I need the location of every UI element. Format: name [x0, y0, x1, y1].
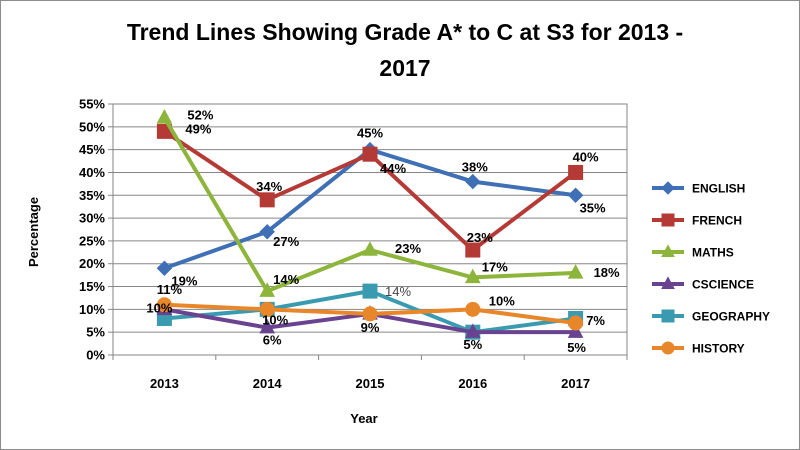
- y-tick-label: 45%: [79, 142, 105, 157]
- legend: ENGLISH FRENCH MATHS CSCIENCE GEOGRAPHY HISTO…: [652, 181, 770, 356]
- data-point-french: [465, 242, 481, 258]
- data-point-maths: [464, 268, 481, 284]
- legend-item-cscience: CSCIENCE: [652, 276, 754, 292]
- series-french: [156, 123, 584, 258]
- data-point-history: [568, 315, 584, 331]
- y-tick-label: 5%: [86, 325, 105, 340]
- data-point-history: [259, 301, 275, 317]
- data-label-geography: 10%: [262, 312, 288, 327]
- data-label-french: 44%: [380, 161, 406, 176]
- legend-marker-english: [661, 181, 675, 195]
- x-tick-label: 2013: [150, 376, 179, 391]
- data-label-history: 10%: [489, 293, 515, 308]
- data-label-cscience: 6%: [263, 333, 282, 348]
- y-tick-label: 15%: [79, 279, 105, 294]
- data-point-french: [259, 192, 275, 208]
- series-maths: [156, 108, 584, 297]
- data-point-cscience: [464, 323, 481, 338]
- data-label-english: 27%: [273, 234, 299, 249]
- data-point-english: [465, 173, 481, 190]
- y-tick-label: 55%: [79, 97, 105, 112]
- x-tick-label: 2014: [253, 376, 283, 391]
- legend-label-geography: GEOGRAPHY: [692, 310, 770, 324]
- series-layer: [156, 108, 584, 340]
- legend-item-maths: MATHS: [652, 244, 734, 260]
- data-label-english: 45%: [357, 126, 383, 141]
- data-label-cscience: 5%: [463, 337, 482, 352]
- data-point-english: [567, 187, 584, 203]
- data-label-cscience: 9%: [361, 320, 380, 335]
- legend-marker-cscience: [661, 276, 675, 289]
- y-axis-ticks: 0% 5% 10% 15% 20% 25% 30% 35% 40% 45% 50% 55%: [79, 97, 113, 363]
- data-label-maths: 23%: [395, 241, 421, 256]
- data-point-maths: [362, 241, 378, 256]
- series-history: [156, 297, 584, 331]
- legend-item-history: HISTORY: [652, 341, 745, 356]
- data-label-english: 35%: [580, 200, 606, 215]
- data-label-cscience: 10%: [146, 300, 172, 315]
- x-axis-label: Year: [350, 411, 377, 426]
- data-label-cscience: 5%: [567, 340, 586, 355]
- data-label-french: 40%: [573, 149, 599, 164]
- data-point-english: [156, 260, 173, 276]
- legend-item-french: FRENCH: [652, 213, 742, 228]
- data-point-maths: [259, 282, 276, 297]
- data-point-maths: [156, 108, 173, 124]
- chart-title-line-1: Trend Lines Showing Grade A* to C at S3 …: [127, 19, 683, 45]
- legend-marker-geography: [661, 309, 675, 323]
- legend-label-french: FRENCH: [692, 214, 742, 228]
- data-point-geography: [362, 283, 378, 299]
- y-tick-label: 30%: [79, 211, 105, 226]
- data-point-cscience: [259, 318, 276, 334]
- data-label-history: 11%: [157, 282, 183, 297]
- y-tick-label: 20%: [79, 256, 105, 271]
- data-label-french: 23%: [467, 230, 493, 245]
- data-label-maths: 18%: [594, 265, 620, 280]
- data-label-french: 49%: [185, 121, 211, 136]
- data-label-maths: 52%: [187, 108, 213, 123]
- data-label-french: 34%: [256, 179, 282, 194]
- y-tick-label: 0%: [86, 348, 105, 363]
- data-point-french: [362, 146, 378, 162]
- data-label-geography: 14%: [385, 284, 411, 299]
- y-tick-label: 50%: [79, 119, 105, 134]
- data-labels-layer: 19% 27% 45% 38% 35% 49% 34% 44% 23% 40% 52% 14% 23% 1…: [146, 108, 620, 355]
- y-axis-label: Percentage: [26, 197, 41, 267]
- data-point-history: [465, 301, 481, 317]
- y-tick-label: 35%: [79, 188, 105, 203]
- data-point-history: [156, 297, 172, 313]
- data-label-english: 38%: [462, 160, 488, 175]
- legend-label-cscience: CSCIENCE: [692, 278, 754, 292]
- legend-marker-french: [661, 213, 675, 227]
- legend-label-history: HISTORY: [692, 342, 745, 356]
- data-point-french: [568, 164, 584, 180]
- data-point-maths: [567, 264, 584, 279]
- x-tick-label: 2016: [458, 376, 487, 391]
- data-point-cscience: [567, 323, 584, 338]
- y-tick-label: 25%: [79, 233, 105, 248]
- data-label-history: 7%: [586, 313, 605, 328]
- legend-item-geography: GEOGRAPHY: [652, 309, 770, 324]
- y-tick-label: 10%: [79, 302, 105, 317]
- legend-marker-maths: [661, 244, 675, 257]
- x-axis-ticks: 2013 2014 2015 2016 2017: [112, 355, 628, 391]
- y-tick-label: 40%: [79, 165, 105, 180]
- legend-label-english: ENGLISH: [692, 182, 745, 196]
- x-tick-label: 2015: [356, 376, 385, 391]
- data-point-english: [259, 224, 275, 240]
- legend-label-maths: MATHS: [692, 246, 734, 260]
- legend-item-english: ENGLISH: [652, 181, 745, 196]
- data-label-english: 19%: [171, 273, 197, 288]
- data-label-maths: 17%: [482, 259, 508, 274]
- data-point-history: [362, 306, 378, 322]
- data-label-maths: 14%: [273, 272, 299, 287]
- plot-area-border: [112, 103, 628, 356]
- x-tick-label: 2017: [561, 376, 590, 391]
- chart-title-line-2: 2017: [379, 55, 430, 81]
- legend-marker-history: [661, 341, 675, 355]
